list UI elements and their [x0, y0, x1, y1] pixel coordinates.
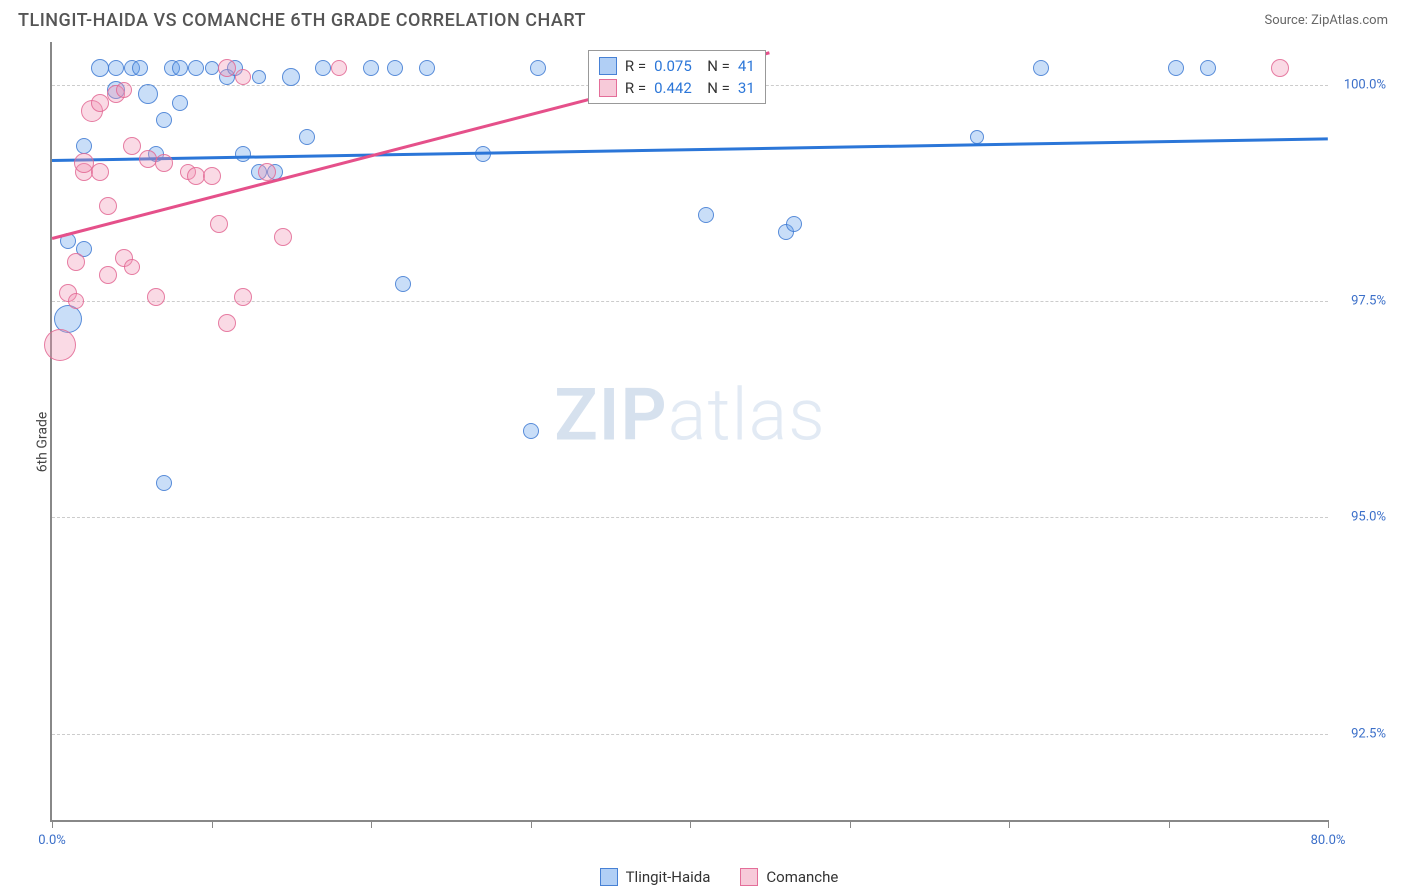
data-point	[419, 60, 435, 76]
data-point	[218, 314, 236, 332]
y-axis-label: 6th Grade	[34, 412, 50, 473]
data-point	[274, 228, 292, 246]
data-point	[67, 253, 85, 271]
data-point	[99, 197, 117, 215]
gridline	[52, 517, 1328, 518]
x-tick	[690, 820, 691, 828]
x-tick	[1169, 820, 1170, 828]
watermark: ZIPatlas	[554, 373, 826, 458]
data-point	[235, 69, 251, 85]
data-point	[234, 288, 252, 306]
swatch-icon	[599, 57, 617, 75]
data-point	[205, 61, 219, 75]
data-point	[210, 215, 228, 233]
n-value: 31	[738, 79, 755, 97]
data-point	[363, 60, 379, 76]
data-point	[156, 475, 172, 491]
data-point	[116, 82, 132, 98]
x-tick-label: 0.0%	[38, 833, 66, 848]
stats-legend: R = 0.075 N = 41R = 0.442 N = 31	[588, 50, 766, 104]
y-tick-label: 97.5%	[1351, 294, 1386, 309]
data-point	[475, 146, 491, 162]
data-point	[172, 60, 188, 76]
r-value: 0.075	[654, 57, 692, 75]
data-point	[299, 129, 315, 145]
data-point	[258, 163, 276, 181]
plot-area: ZIPatlas 92.5%95.0%97.5%100.0%0.0%80.0%R…	[50, 42, 1328, 822]
y-tick-label: 100.0%	[1344, 78, 1386, 93]
data-point	[395, 276, 411, 292]
source-label: Source: ZipAtlas.com	[1264, 13, 1388, 28]
data-point	[282, 68, 300, 86]
data-point	[252, 70, 266, 84]
data-point	[530, 60, 546, 76]
x-tick-label: 80.0%	[1311, 833, 1346, 848]
y-tick-label: 95.0%	[1351, 510, 1386, 525]
data-point	[786, 216, 802, 232]
data-point	[108, 60, 124, 76]
data-point	[1033, 60, 1049, 76]
x-tick	[212, 820, 213, 828]
swatch-icon	[740, 868, 758, 886]
data-point	[172, 95, 188, 111]
y-tick-label: 92.5%	[1351, 726, 1386, 741]
data-point	[1200, 60, 1216, 76]
data-point	[123, 137, 141, 155]
data-point	[91, 59, 109, 77]
data-point	[44, 329, 76, 361]
x-tick	[1328, 820, 1329, 828]
data-point	[235, 146, 251, 162]
gridline	[52, 734, 1328, 735]
legend-item-2: Comanche	[740, 868, 838, 886]
data-point	[99, 266, 117, 284]
bottom-legend: Tlingit-Haida Comanche	[50, 868, 1388, 886]
data-point	[218, 59, 236, 77]
data-point	[315, 60, 331, 76]
x-tick	[850, 820, 851, 828]
data-point	[76, 138, 92, 154]
data-point	[91, 163, 109, 181]
chart-title: TLINGIT-HAIDA VS COMANCHE 6TH GRADE CORR…	[18, 10, 586, 31]
data-point	[1168, 60, 1184, 76]
data-point	[132, 60, 148, 76]
swatch-icon	[599, 79, 617, 97]
data-point	[155, 154, 173, 172]
r-value: 0.442	[654, 79, 692, 97]
data-point	[147, 288, 165, 306]
stats-row: R = 0.442 N = 31	[599, 77, 755, 99]
data-point	[203, 167, 221, 185]
x-tick	[531, 820, 532, 828]
data-point	[68, 293, 84, 309]
x-tick	[52, 820, 53, 828]
data-point	[331, 60, 347, 76]
data-point	[970, 130, 984, 144]
data-point	[1271, 59, 1289, 77]
legend-item-1: Tlingit-Haida	[600, 868, 711, 886]
data-point	[138, 84, 158, 104]
data-point	[124, 259, 140, 275]
chart-container: 6th Grade ZIPatlas 92.5%95.0%97.5%100.0%…	[50, 42, 1388, 842]
swatch-icon	[600, 868, 618, 886]
data-point	[156, 112, 172, 128]
n-value: 41	[738, 57, 755, 75]
data-point	[698, 207, 714, 223]
data-point	[523, 423, 539, 439]
data-point	[188, 60, 204, 76]
x-tick	[371, 820, 372, 828]
x-tick	[1009, 820, 1010, 828]
data-point	[387, 60, 403, 76]
stats-row: R = 0.075 N = 41	[599, 55, 755, 77]
